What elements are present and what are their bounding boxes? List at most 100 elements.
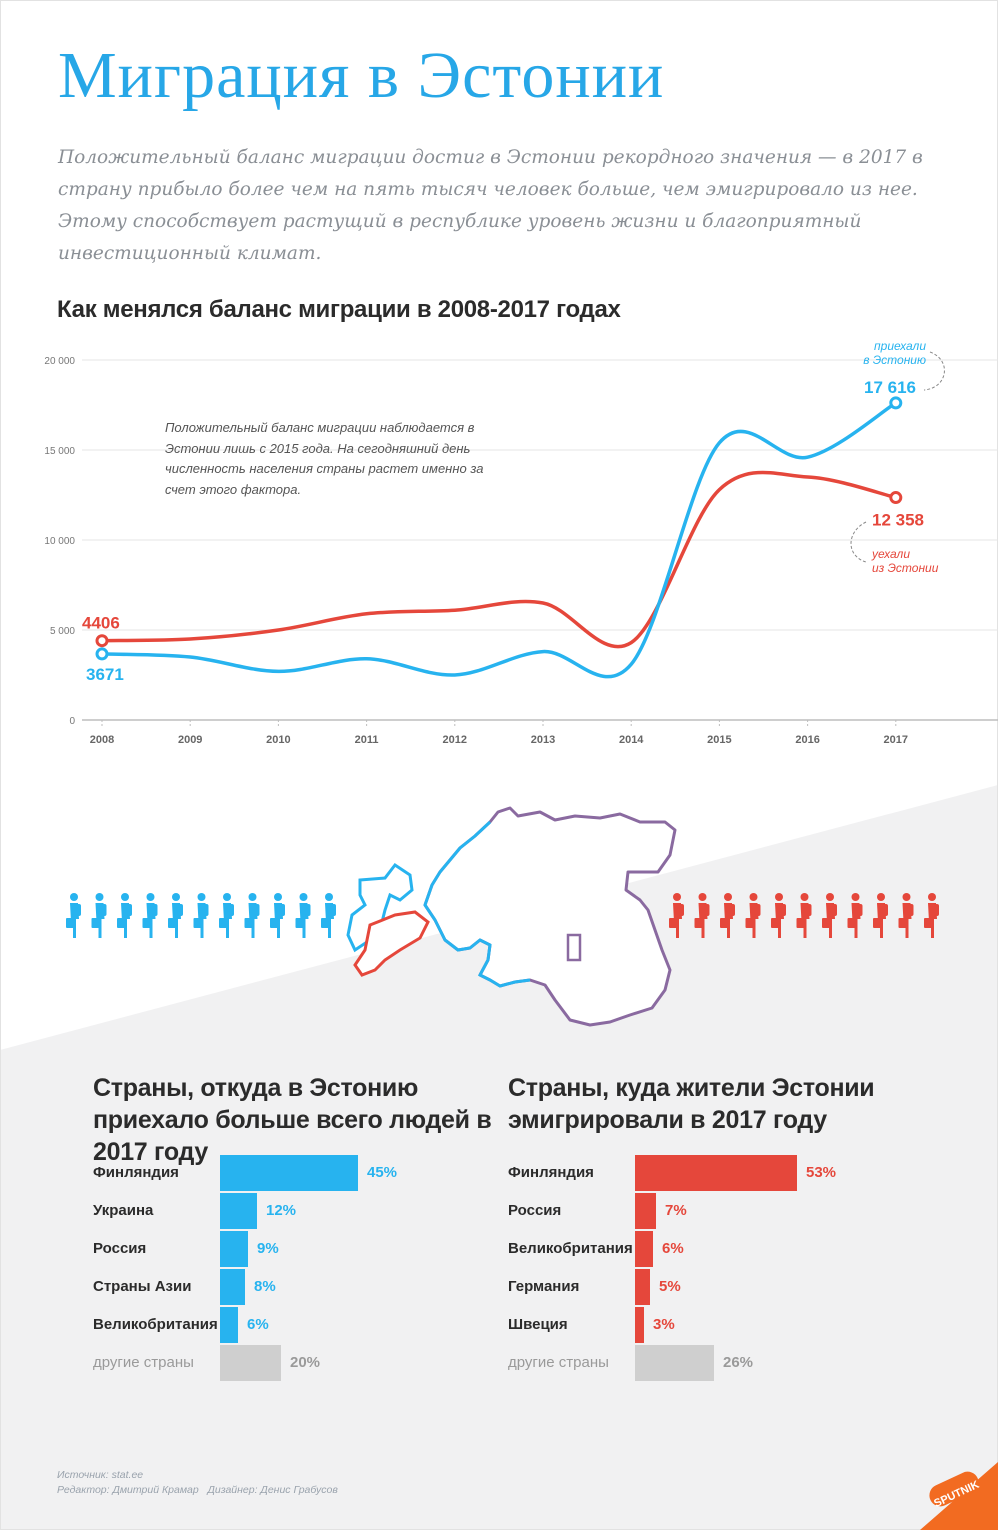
mainland-shape xyxy=(423,806,677,1027)
lead-paragraph: Положительный баланс миграции достиг в Э… xyxy=(58,147,923,264)
x-tick-label: 2015 xyxy=(707,734,731,746)
bar xyxy=(635,1269,650,1305)
left-legend-line2: из Эстонии xyxy=(872,561,939,575)
arrived-legend-line1: приехали xyxy=(874,339,926,353)
bar-value-label: 26% xyxy=(723,1354,754,1371)
bar xyxy=(220,1269,245,1305)
left-series-line xyxy=(100,470,898,649)
mainland-west-coast xyxy=(423,820,531,988)
bar xyxy=(220,1193,257,1229)
departures-people-row xyxy=(669,893,939,938)
person-icon xyxy=(796,893,812,938)
x-tick-label: 2014 xyxy=(619,734,644,746)
y-tick-label: 0 xyxy=(69,716,75,727)
bar-category-label: Финляндия xyxy=(508,1164,594,1181)
person-icon xyxy=(244,893,260,938)
person-icon xyxy=(219,893,234,938)
y-tick-label: 5 000 xyxy=(50,626,75,637)
bar-category-label: Страны Азии xyxy=(93,1278,192,1295)
bar xyxy=(220,1345,281,1381)
bar xyxy=(635,1307,644,1343)
bar-value-label: 12% xyxy=(266,1202,297,1219)
person-icon xyxy=(847,893,863,938)
bar-value-label: 6% xyxy=(662,1240,684,1257)
chart-title: Как менялся баланс миграции в 2008-2017 … xyxy=(57,296,621,323)
lake xyxy=(566,933,582,962)
bar-category-label: Великобритания xyxy=(93,1316,218,1333)
bar-category-label: Финляндия xyxy=(93,1164,179,1181)
arrived-start-value-label: 3671 xyxy=(86,665,124,684)
left-endpoint-marker xyxy=(95,634,109,648)
hiiumaa-island xyxy=(353,910,430,977)
person-icon xyxy=(91,893,107,938)
left-end-value-label: 12 358 xyxy=(872,511,924,530)
x-tick-label: 2012 xyxy=(443,734,467,746)
bar xyxy=(635,1345,714,1381)
person-icon xyxy=(168,893,183,938)
bar-value-label: 7% xyxy=(665,1202,687,1219)
person-icon xyxy=(822,893,837,938)
departures-section-title: Страны, куда жители Эстонии эмигрировали… xyxy=(508,1074,875,1134)
person-icon xyxy=(898,893,914,938)
person-icon xyxy=(873,893,888,938)
bar-value-label: 6% xyxy=(247,1316,269,1333)
left-start-value-label: 4406 xyxy=(82,614,120,633)
x-tick-label: 2010 xyxy=(266,734,290,746)
source-text: Источник: stat.ee xyxy=(57,1469,144,1481)
bar xyxy=(635,1155,797,1191)
y-tick-label: 10 000 xyxy=(44,536,75,547)
credits-text: Редактор: Дмитрий Крамар Дизайнер: Денис… xyxy=(57,1484,338,1496)
person-icon xyxy=(694,893,710,938)
bar-category-label: Германия xyxy=(508,1278,580,1295)
bar-category-label: Россия xyxy=(93,1240,147,1257)
x-tick-label: 2011 xyxy=(355,734,379,746)
person-icon xyxy=(193,893,209,938)
bar-value-label: 9% xyxy=(257,1240,279,1257)
y-tick-label: 15 000 xyxy=(44,446,75,457)
estonia-map xyxy=(346,806,677,1027)
page-title: Миграция в Эстонии xyxy=(58,39,665,112)
arrived-end-value-label: 17 616 xyxy=(864,378,916,397)
person-icon xyxy=(669,893,684,938)
migration-line-chart: 0 5 000 10 000 15 000 20 000 2008 2009 2010 2011… xyxy=(44,339,998,746)
x-tick-label: 2013 xyxy=(531,734,555,746)
person-icon xyxy=(321,893,336,938)
bar-category-label: Швеция xyxy=(508,1316,568,1333)
left-legend-connector xyxy=(850,521,867,563)
person-icon xyxy=(295,893,311,938)
bar-value-label: 3% xyxy=(653,1316,675,1333)
sputnik-logo: SPUTNIK xyxy=(920,1462,998,1530)
arrived-legend-connector xyxy=(923,351,945,391)
person-icon xyxy=(142,893,158,938)
x-tick-label: 2009 xyxy=(178,734,202,746)
person-icon xyxy=(117,893,132,938)
arrived-endpoint-marker xyxy=(95,647,109,661)
bar-value-label: 20% xyxy=(290,1354,321,1371)
x-tick-label: 2008 xyxy=(90,734,114,746)
x-tick-label: 2017 xyxy=(884,734,908,746)
bar-category-label: Великобритания xyxy=(508,1240,633,1257)
person-icon xyxy=(66,893,81,938)
bar-value-label: 45% xyxy=(367,1164,398,1181)
bar xyxy=(220,1155,358,1191)
person-icon xyxy=(270,893,285,938)
person-icon xyxy=(924,893,939,938)
bar-category-label: Украина xyxy=(93,1202,154,1219)
arrived-series-line xyxy=(100,401,898,679)
person-icon xyxy=(745,893,761,938)
x-tick-label: 2016 xyxy=(795,734,819,746)
arrived-legend-line2: в Эстонию xyxy=(863,353,926,367)
bar-category-label: Россия xyxy=(508,1202,562,1219)
y-tick-label: 20 000 xyxy=(44,356,75,367)
bar-value-label: 5% xyxy=(659,1278,681,1295)
bar-category-label: другие страны xyxy=(93,1354,194,1371)
bar-value-label: 8% xyxy=(254,1278,276,1295)
arrivals-people-row xyxy=(66,893,336,938)
arrived-endpoint-marker xyxy=(889,396,903,410)
bar xyxy=(635,1231,653,1267)
chart-annotation: Положительный баланс миграции наблюдаетс… xyxy=(165,420,484,497)
bar xyxy=(220,1307,238,1343)
person-icon xyxy=(720,893,735,938)
bar xyxy=(220,1231,248,1267)
